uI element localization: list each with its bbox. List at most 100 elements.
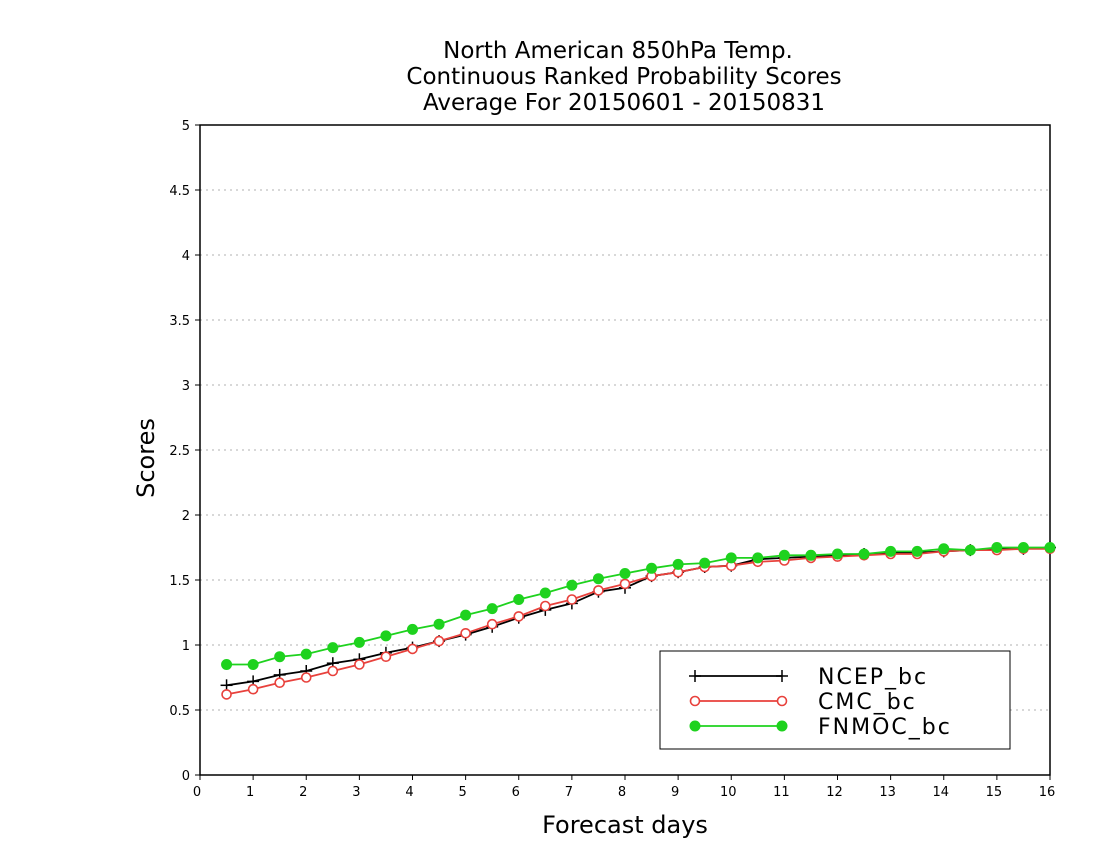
data-point-filled-circle [672,558,684,570]
data-point-open-circle [327,665,339,677]
data-point-filled-circle [221,659,233,670]
x-tick-label: 12 [826,785,843,800]
data-point-open-circle [300,672,312,683]
x-tick-label: 2 [299,785,307,800]
data-point-filled-circle [699,557,711,569]
y-tick-label: 1.5 [169,574,190,589]
data-point-filled-circle [433,618,445,630]
y-tick-label: 2.5 [169,444,190,459]
legend-item-fnmoc-bc: FNMOC_bc [689,715,952,740]
data-point-open-circle [776,695,788,707]
data-point-filled-circle [1017,542,1029,553]
data-point-filled-circle [885,545,897,557]
y-tick-label: 4.5 [169,184,190,199]
x-tick-label: 14 [932,785,949,800]
series-layer [220,541,1056,700]
data-point-open-circle [460,627,471,639]
data-point-filled-circle [247,659,259,670]
data-point-filled-circle [1044,542,1056,553]
data-point-filled-circle [725,552,737,564]
data-point-filled-circle [778,549,790,561]
x-tick-label: 9 [671,785,679,800]
data-point-filled-circle [407,623,418,635]
x-tick-label: 0 [193,785,201,800]
x-tick-label: 6 [512,785,520,800]
data-point-open-circle [619,578,631,590]
y-tick-label: 2 [182,509,190,524]
x-tick-label: 3 [352,785,360,800]
data-point-filled-circle [353,636,365,648]
y-tick-label: 5 [182,119,190,134]
data-point-open-circle [221,689,232,700]
data-point-open-circle [566,594,578,605]
data-point-filled-circle [274,651,286,663]
data-point-open-circle [433,635,445,647]
data-point-open-circle [274,677,285,689]
data-point-filled-circle [805,549,817,561]
y-tick-label: 0 [182,769,190,784]
data-point-filled-circle [752,552,764,564]
data-point-filled-circle [911,545,923,557]
legend-item-cmc-bc: CMC_bc [689,690,917,715]
data-point-filled-circle [938,543,950,555]
title-line-2: Continuous Ranked Probability Scores [406,64,841,90]
y-axis-label: Scores [132,418,160,498]
x-axis-label: Forecast days [542,811,708,839]
data-point-filled-circle [513,594,525,605]
gridlines [200,189,1050,711]
legend-label: FNMOC_bc [818,715,952,740]
x-tick-label: 4 [405,785,413,800]
x-tick-label: 7 [565,785,573,800]
data-point-open-circle [540,600,551,612]
x-tick-label: 15 [986,785,1003,800]
y-tick-label: 0.5 [169,704,190,719]
data-point-plus [689,670,701,682]
title-line-3: Average For 20150601 - 20150831 [423,90,825,116]
legend-item-ncep-bc: NCEP_bc [689,665,928,690]
x-tick-label: 1 [246,785,254,800]
data-point-open-circle [247,683,259,695]
x-axis: 0 1 2 3 4 5 6 7 8 9 10 11 12 13 14 15 16 [193,775,1055,800]
data-point-open-circle [593,585,604,596]
data-point-filled-circle [776,720,788,732]
legend-label: NCEP_bc [818,665,928,690]
data-point-open-circle [486,618,498,630]
data-point-plus [776,670,788,682]
data-point-open-circle [407,643,418,655]
y-tick-label: 1 [182,639,190,654]
chart-title: North American 850hPa Temp. Continuous R… [406,38,841,116]
data-point-filled-circle [858,548,870,560]
data-point-filled-circle [300,648,312,660]
y-tick-label: 4 [182,249,190,264]
series-fnmoc-bc [221,542,1056,670]
data-point-filled-circle [689,720,701,732]
data-point-filled-circle [592,573,604,585]
y-tick-label: 3.5 [169,314,190,329]
legend-box [659,650,1011,750]
data-point-open-circle [689,695,701,707]
data-point-open-circle [380,651,392,663]
data-point-filled-circle [991,542,1003,553]
data-point-filled-circle [832,548,843,560]
data-point-open-circle [354,659,365,670]
data-point-filled-circle [619,568,631,579]
series-line [226,546,1050,666]
x-tick-label: 11 [773,785,790,800]
x-tick-label: 10 [720,785,737,800]
data-point-filled-circle [380,630,392,642]
x-tick-label: 5 [458,785,466,800]
x-tick-label: 16 [1039,785,1056,800]
x-tick-label: 13 [879,785,896,800]
data-point-filled-circle [566,579,578,591]
data-point-filled-circle [327,642,339,654]
legend-label: CMC_bc [818,690,917,715]
y-tick-label: 3 [182,379,190,394]
data-point-filled-circle [460,609,472,621]
data-point-open-circle [513,611,525,622]
title-line-1: North American 850hPa Temp. [443,38,793,64]
x-tick-label: 8 [618,785,626,800]
y-axis: 0 0.5 1 1.5 2 2.5 3 3.5 4 4.5 5 [169,119,200,784]
data-point-filled-circle [646,562,658,574]
